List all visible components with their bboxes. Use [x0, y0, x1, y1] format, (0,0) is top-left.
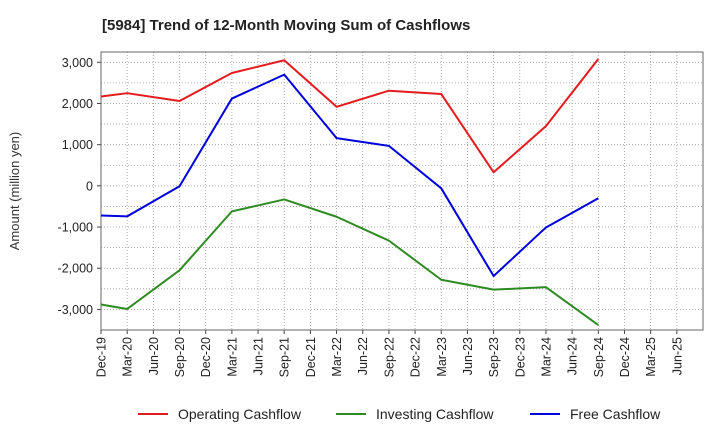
x-tick-label: Mar-21 [225, 337, 239, 377]
x-tick-label: Dec-23 [513, 337, 527, 377]
x-tick-label: Dec-21 [304, 337, 318, 377]
x-tick-label: Sep-22 [382, 337, 396, 377]
y-tick-label: 1,000 [62, 138, 93, 152]
legend-label: Investing Cashflow [376, 406, 494, 422]
x-tick-label: Jun-24 [566, 337, 580, 375]
x-tick-label: Dec-19 [95, 337, 109, 377]
series-line-investing-cashflow [100, 198, 599, 326]
x-tick-label: Jun-20 [147, 337, 161, 375]
grid-layer [100, 52, 703, 330]
chart-title: [5984] Trend of 12-Month Moving Sum of C… [102, 17, 470, 34]
plot-area-frame [100, 51, 704, 331]
series-line-operating-cashflow [100, 58, 600, 174]
y-axis-ticks: 3,000 2,000 1,000 0 -1,000 -2,000 -3,000 [58, 56, 101, 317]
x-tick-label: Dec-20 [199, 337, 213, 377]
x-tick-label: Jun-22 [356, 337, 370, 375]
y-tick-label: -3,000 [58, 303, 93, 317]
legend: Operating Cashflow Investing Cashflow Free… [138, 406, 661, 422]
x-tick-label: Dec-22 [409, 337, 423, 377]
x-tick-label: Sep-24 [592, 337, 606, 377]
x-tick-label: Jun-23 [461, 337, 475, 375]
y-tick-label: 0 [86, 179, 93, 193]
x-tick-label: Sep-23 [487, 337, 501, 377]
x-tick-label: Mar-22 [330, 337, 344, 377]
x-tick-label: Mar-25 [644, 337, 658, 377]
x-tick-label: Sep-21 [278, 337, 292, 377]
legend-label: Operating Cashflow [178, 406, 302, 422]
y-axis-label: Amount (million yen) [7, 132, 22, 251]
x-tick-label: Mar-24 [539, 337, 553, 377]
x-axis-ticks: Dec-19 Mar-20 Jun-20 Sep-20 Dec-20 Mar-21 Jun-… [95, 330, 684, 377]
legend-label: Free Cashflow [570, 406, 661, 422]
y-tick-label: -2,000 [58, 262, 93, 276]
x-tick-label: Mar-20 [121, 337, 135, 377]
series-line-free-cashflow [100, 73, 599, 278]
series-layer [100, 58, 600, 326]
y-tick-label: 3,000 [62, 56, 93, 70]
y-tick-label: -1,000 [58, 221, 93, 235]
x-tick-label: Mar-23 [435, 337, 449, 377]
x-tick-label: Jun-21 [252, 337, 266, 375]
x-tick-label: Dec-24 [618, 337, 632, 377]
x-tick-label: Jun-25 [670, 337, 684, 375]
y-tick-label: 2,000 [62, 97, 93, 111]
x-tick-label: Sep-20 [173, 337, 187, 377]
